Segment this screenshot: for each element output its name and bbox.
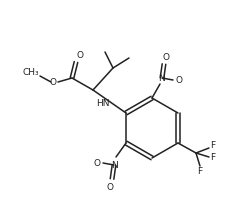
Text: F: F — [210, 141, 215, 151]
Text: N: N — [110, 161, 117, 169]
Text: N: N — [158, 73, 165, 83]
Text: F: F — [197, 166, 202, 176]
Text: O: O — [93, 159, 100, 167]
Text: O: O — [175, 75, 182, 85]
Text: O: O — [76, 50, 83, 59]
Text: O: O — [162, 52, 169, 61]
Text: O: O — [106, 182, 113, 191]
Text: O: O — [49, 77, 56, 86]
Text: CH₃: CH₃ — [23, 68, 39, 76]
Text: HN: HN — [95, 99, 109, 108]
Text: F: F — [210, 152, 215, 162]
